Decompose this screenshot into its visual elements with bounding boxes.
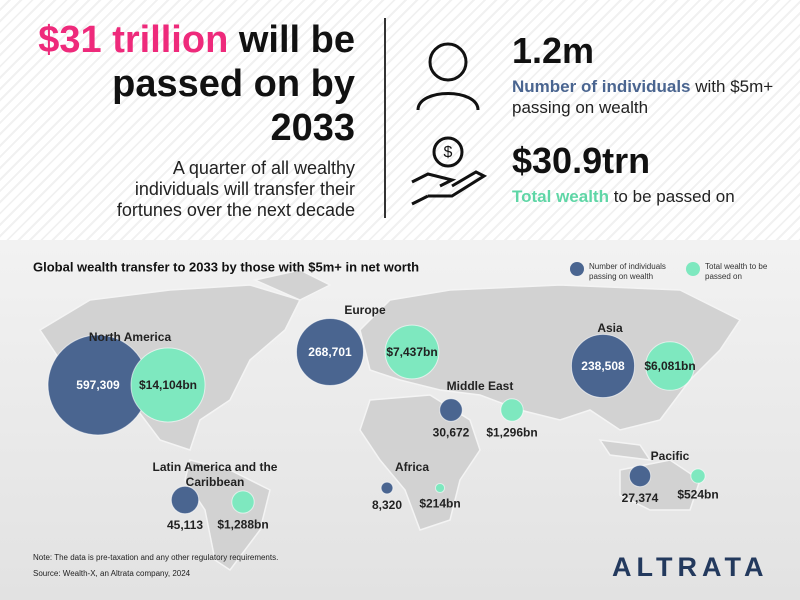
region-label: Asia [597, 321, 623, 335]
bubble [170, 485, 200, 515]
person-icon [416, 42, 480, 111]
bubble [295, 317, 365, 387]
legend-label: Number of individuals passing on wealth [589, 262, 666, 281]
stat-text: Number of individuals with $5m+ passing … [512, 76, 782, 118]
bubble [380, 481, 394, 495]
hand-coin-icon: $ [411, 136, 488, 206]
bubble [500, 398, 524, 422]
legend-label: Total wealth to be passed on [705, 262, 768, 281]
logo: ALTRATA [612, 552, 769, 582]
note: Note: The data is pre-taxation and any o… [33, 553, 279, 562]
bubble [231, 490, 255, 514]
headline-rest: will be passed on by 2033 [112, 19, 355, 149]
source: Source: Wealth-X, an Altrata company, 20… [33, 569, 191, 578]
region-label: Latin America and the Caribbean [152, 460, 278, 489]
region-label: Africa [394, 460, 429, 474]
region-label: Middle East [446, 379, 514, 393]
headline-highlight: $31 trillion [38, 19, 229, 61]
stat-rest: with $5m+ passing on wealth [512, 77, 774, 117]
data-label: 8,320 [372, 498, 402, 512]
icons: $ [411, 42, 488, 206]
bubble [439, 398, 463, 422]
data-label: $214bn [419, 497, 460, 511]
legend-swatch [686, 262, 700, 276]
data-label: $6,081bn [644, 359, 695, 373]
bubble [645, 341, 695, 391]
data-label: $524bn [677, 487, 718, 501]
divider [384, 18, 386, 218]
data-label: 27,374 [622, 491, 659, 505]
stat-highlight: Total wealth [512, 187, 609, 206]
stat-value: 1.2m [512, 30, 595, 71]
data-label: $14,104bn [139, 378, 197, 392]
data-label: $1,288bn [217, 517, 268, 531]
chart-title: Global wealth transfer to 2033 by those … [33, 259, 419, 274]
svg-text:$: $ [444, 144, 453, 161]
region-label: North America [88, 330, 172, 344]
stat-value: $30.9trn [512, 140, 651, 181]
stat-rest: to be passed on [608, 187, 735, 206]
bubble [130, 347, 206, 423]
subtitle: A quarter of all wealthy individuals wil… [116, 158, 355, 220]
legend-swatch [570, 262, 584, 276]
data-label: 30,672 [433, 426, 470, 440]
stat-text: Total wealth to be passed on [512, 186, 782, 207]
region-label: Europe [344, 303, 386, 317]
data-label: 238,508 [581, 359, 625, 373]
header-background [0, 0, 800, 240]
data-label: 597,309 [76, 378, 120, 392]
data-label: $1,296bn [486, 425, 537, 439]
data-label: $7,437bn [386, 345, 437, 359]
stat-highlight: Number of individuals [512, 77, 691, 96]
bubble [628, 464, 652, 488]
bubble [570, 333, 636, 399]
bubble [434, 482, 446, 494]
bubble [690, 468, 706, 484]
bubble [384, 324, 440, 380]
headline: $31 trillion will be passed on by 2033 [25, 18, 355, 150]
data-label: 45,113 [167, 518, 203, 532]
region-label: Pacific [650, 449, 690, 463]
data-label: 268,701 [308, 345, 352, 359]
